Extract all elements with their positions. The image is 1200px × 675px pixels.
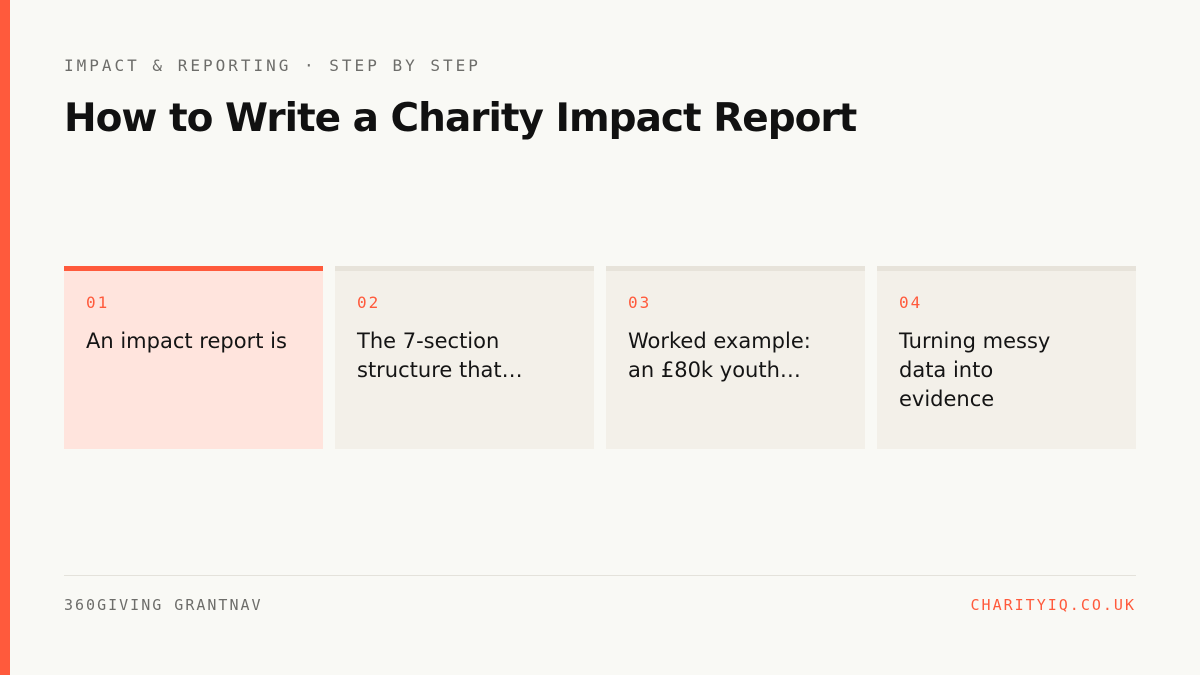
step-text: Worked example: an £80k youth… [628, 329, 811, 382]
step-cards: 01 An impact report is 02 The 7-section … [64, 266, 1136, 449]
source-label: 360GIVING GRANTNAV [64, 596, 263, 614]
step-card-2: 02 The 7-section structure that… [335, 266, 594, 449]
step-number: 01 [86, 293, 110, 312]
eyebrow-label: IMPACT & REPORTING · STEP BY STEP [64, 56, 481, 75]
step-card-3: 03 Worked example: an £80k youth… [606, 266, 865, 449]
step-text: Turning messy data into evidence [899, 329, 1051, 411]
step-card-4: 04 Turning messy data into evidence [877, 266, 1136, 449]
site-link[interactable]: CHARITYIQ.CO.UK [970, 596, 1136, 614]
step-number: 02 [357, 293, 381, 312]
step-text: An impact report is [86, 329, 287, 353]
step-card-1: 01 An impact report is [64, 266, 323, 449]
step-number: 04 [899, 293, 923, 312]
footer-divider [64, 575, 1136, 576]
step-number: 03 [628, 293, 652, 312]
page-title: How to Write a Charity Impact Report [64, 96, 857, 141]
step-text: The 7-section structure that… [357, 329, 523, 382]
accent-bar [0, 0, 10, 675]
